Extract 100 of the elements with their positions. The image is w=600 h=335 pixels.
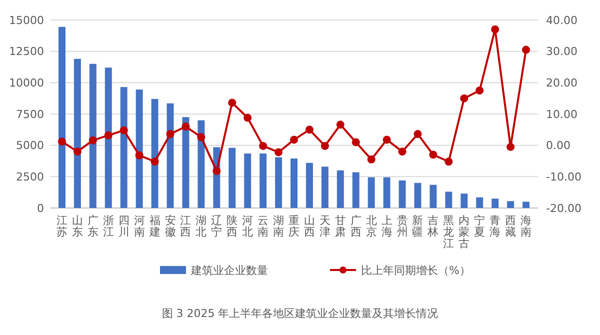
bar: [507, 201, 514, 208]
point: [274, 148, 283, 156]
bar: [136, 90, 143, 208]
point: [460, 94, 468, 102]
point: [336, 120, 344, 129]
x-tick-label: 云南: [258, 214, 269, 239]
x-tick-label: 辽宁: [211, 214, 222, 239]
x-tick-label: 山西: [304, 214, 315, 239]
bar: [74, 58, 81, 208]
x-tick-label: 四川: [118, 214, 130, 239]
y-tick-label: 5000: [16, 139, 44, 152]
point: [73, 148, 82, 156]
x-tick-label: 江苏: [56, 214, 68, 239]
x-tick-label: 甘肃: [334, 214, 346, 239]
point: [88, 136, 97, 144]
point: [320, 142, 329, 150]
bar: [383, 177, 390, 208]
point: [429, 150, 438, 159]
x-tick-label: 湖南: [273, 214, 284, 239]
x-tick-label: 广西: [350, 214, 362, 239]
point: [305, 126, 314, 134]
x-tick-label: 西藏: [505, 214, 516, 239]
x-tick-label: 重庆: [288, 214, 300, 239]
bar: [290, 158, 298, 208]
y-tick-label: 0: [37, 202, 44, 215]
x-tick-label: 安徽: [164, 214, 176, 239]
point: [506, 142, 515, 151]
y2-tick-label: 40.00: [546, 14, 578, 27]
point: [444, 158, 453, 166]
bar: [228, 148, 236, 208]
point: [197, 133, 206, 142]
bar: [414, 182, 422, 208]
x-tick-label: 贵州: [396, 214, 408, 239]
bar: [89, 64, 96, 208]
x-tick-label: 江西: [180, 214, 192, 239]
y-tick-label: 12500: [9, 45, 44, 58]
point: [135, 151, 144, 160]
y2-tick-label: 20.00: [546, 76, 578, 90]
x-tick-label: 河南: [134, 214, 145, 239]
bar: [244, 153, 252, 208]
x-tick-label: 青海: [490, 214, 501, 239]
point: [244, 114, 252, 122]
y2-tick-label: 0.00: [546, 139, 570, 152]
point: [58, 138, 66, 146]
bar: [336, 170, 344, 208]
x-tick-label: 上海: [381, 214, 392, 239]
x-tick-label: 吉林: [426, 214, 439, 239]
point: [414, 130, 422, 138]
point: [290, 136, 298, 144]
bar: [306, 162, 313, 208]
point: [228, 98, 236, 107]
point: [212, 167, 221, 176]
bar: [492, 198, 499, 208]
x-tick-label: 广东: [87, 214, 98, 239]
point: [398, 148, 406, 156]
point: [522, 46, 530, 54]
x-tick-label: 北京: [366, 214, 377, 239]
bar: [198, 120, 205, 208]
bar: [445, 192, 452, 208]
x-tick-label: 新疆: [412, 214, 424, 239]
x-tick-label: 黑龙江: [443, 214, 454, 250]
x-tick-label: 山东: [72, 214, 83, 239]
bar: [182, 117, 190, 208]
y2-tick-label: -10.00: [546, 170, 582, 184]
x-tick-label: 陕西: [226, 214, 238, 239]
legend-label: 比上年同期增长（%）: [361, 264, 470, 277]
y-tick-label: 2500: [16, 170, 44, 184]
point: [120, 126, 128, 134]
y-tick-label: 7500: [16, 108, 44, 121]
point: [491, 25, 500, 34]
point: [150, 158, 159, 166]
bar: [368, 177, 375, 208]
bar: [398, 180, 406, 208]
y-tick-label: 15000: [9, 14, 44, 27]
x-tick-label: 湖北: [196, 214, 207, 239]
point: [259, 142, 268, 150]
bar: [151, 98, 158, 208]
point: [367, 155, 376, 164]
x-tick-label: 浙江: [102, 214, 114, 239]
bar: [352, 172, 360, 208]
point: [166, 130, 174, 138]
bar: [321, 166, 328, 208]
bar: [260, 153, 267, 208]
x-tick-label: 天津: [319, 214, 330, 239]
y2-tick-label: 10.00: [546, 108, 578, 121]
x-tick-label: 河北: [242, 214, 254, 239]
bar: [120, 87, 128, 208]
bar: [476, 197, 484, 208]
x-tick-label: 宁夏: [474, 214, 486, 239]
bar: [430, 184, 437, 208]
x-tick-label: 福建: [148, 214, 160, 239]
x-tick-label: 内蒙古: [458, 214, 470, 250]
x-tick-label: 海南: [520, 214, 532, 239]
bar: [522, 202, 530, 208]
point: [382, 136, 391, 144]
point: [476, 86, 484, 94]
y-tick-label: 10000: [9, 76, 44, 90]
point: [104, 131, 112, 140]
bar: [104, 68, 112, 208]
legend-label: 建筑业企业数量: [190, 264, 268, 277]
